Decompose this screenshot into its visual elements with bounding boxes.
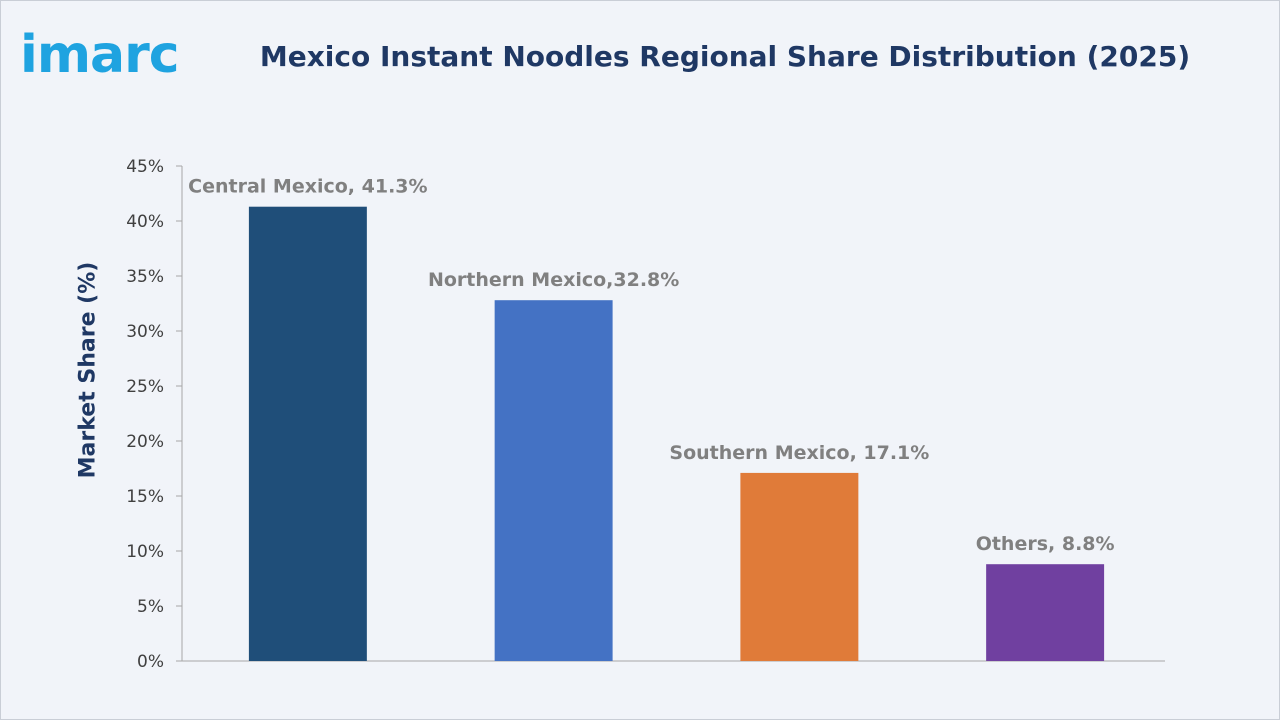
y-tick-label: 10%: [126, 542, 164, 562]
bar-others: [986, 564, 1105, 661]
y-tick-label: 35%: [126, 267, 164, 287]
y-tick-label: 40%: [126, 212, 164, 232]
data-label: Others, 8.8%: [976, 533, 1115, 555]
y-tick-label: 5%: [137, 597, 164, 617]
data-label: Southern Mexico, 17.1%: [669, 442, 929, 464]
svg-text:imarc: imarc: [20, 25, 179, 84]
y-tick-label: 20%: [126, 432, 164, 452]
y-tick-label: 45%: [126, 157, 164, 177]
imarc-logo: imarc: [20, 14, 210, 85]
bar-northern-mexico: [494, 300, 613, 661]
y-tick-label: 15%: [126, 487, 164, 507]
bar-central-mexico: [248, 206, 367, 661]
y-tick-label: 25%: [126, 377, 164, 397]
data-label: Central Mexico, 41.3%: [188, 176, 427, 198]
y-tick-label: 30%: [126, 322, 164, 342]
chart-title: Mexico Instant Noodles Regional Share Di…: [259, 40, 1191, 73]
y-tick-label: 0%: [137, 652, 164, 672]
bar-southern-mexico: [740, 472, 859, 661]
data-label: Northern Mexico,32.8%: [428, 269, 679, 291]
